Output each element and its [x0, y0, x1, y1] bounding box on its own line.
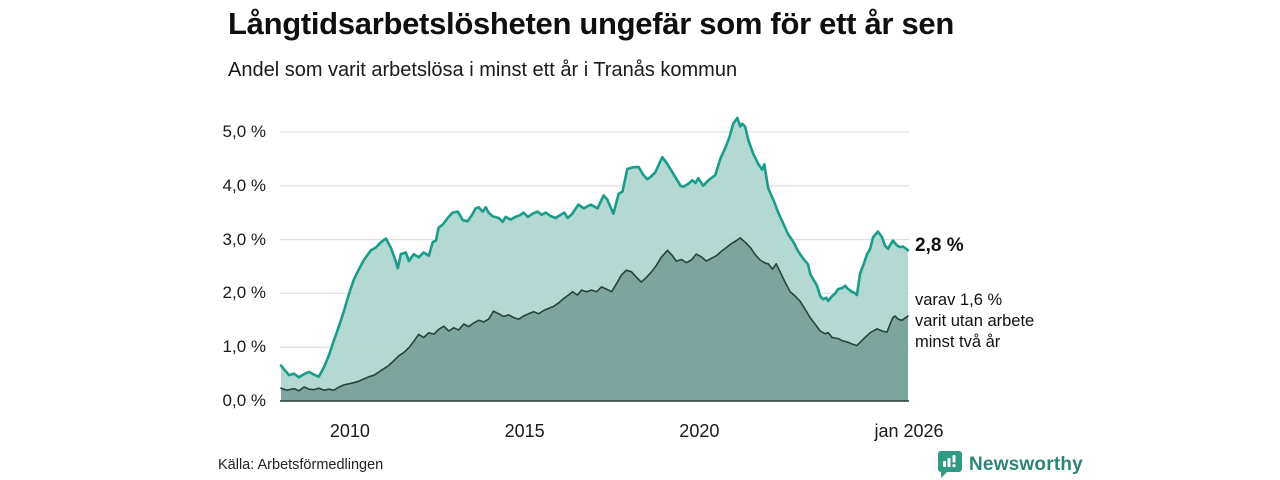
series-area-two-years	[281, 237, 908, 401]
series-line-two-years	[280, 237, 909, 392]
x-axis-label: 2020	[679, 421, 720, 441]
exclamation-dot	[952, 464, 956, 468]
x-axis-label: 2015	[504, 421, 545, 441]
latest-value-label: 2,8 %	[915, 235, 964, 256]
bar-2	[947, 458, 951, 467]
y-axis-label: 3,0 %	[222, 229, 266, 249]
source-text: Källa: Arbetsförmedlingen	[218, 457, 384, 473]
newsworthy-icon	[938, 451, 962, 478]
newsworthy-wordmark: Newsworthy	[969, 453, 1083, 475]
y-axis-label: 4,0 %	[222, 175, 266, 195]
exclamation-bar	[952, 455, 956, 463]
y-axis-label: 5,0 %	[222, 121, 266, 141]
y-axis-label: 2,0 %	[222, 283, 266, 303]
chart-subtitle: Andel som varit arbetslösa i minst ett å…	[228, 59, 738, 81]
x-axis-label: 2010	[329, 421, 370, 441]
newsworthy-logo: Newsworthy	[938, 451, 1083, 478]
series-line-one-year	[279, 116, 910, 379]
y-axis-label: 0,0 %	[222, 391, 266, 410]
y-axis-label: 1,0 %	[222, 337, 266, 357]
x-axis-label: jan 2026	[874, 421, 944, 441]
page-title: Långtidsarbetslösheten ungefär som för e…	[228, 6, 955, 41]
series-note: varav 1,6 % varit utan arbete minst två …	[915, 291, 1035, 351]
bar-1	[943, 461, 946, 467]
